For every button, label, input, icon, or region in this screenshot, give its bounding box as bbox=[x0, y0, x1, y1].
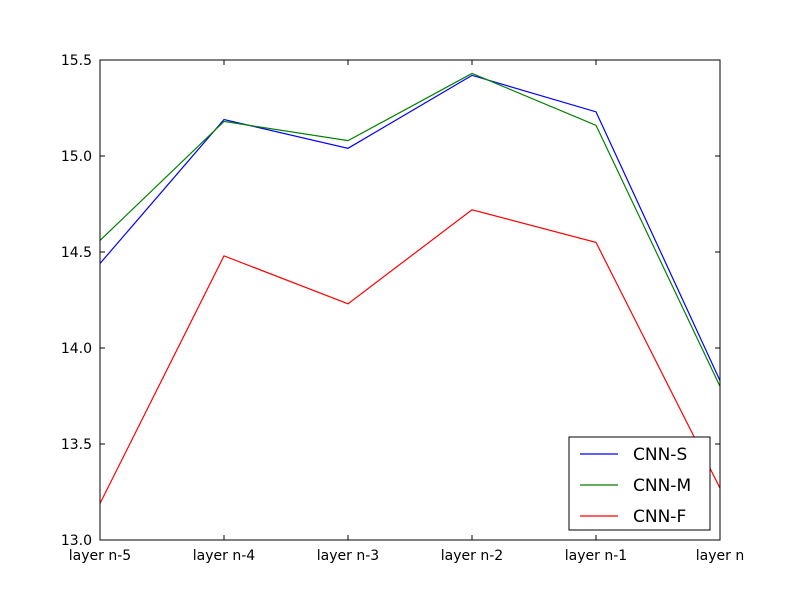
y-tick-label: 14.0 bbox=[61, 341, 92, 357]
series-lines bbox=[99, 72, 721, 504]
y-tick-label: 13.5 bbox=[61, 437, 92, 453]
legend-label: CNN-F bbox=[633, 507, 686, 527]
x-tick-label: layer n-2 bbox=[441, 548, 503, 564]
y-tick-label: 15.0 bbox=[61, 149, 92, 165]
legend-label: CNN-M bbox=[633, 476, 691, 496]
y-tick-label: 15.5 bbox=[61, 53, 92, 69]
x-tick-label: layer n-5 bbox=[69, 548, 131, 564]
x-tick-label: layer n bbox=[696, 548, 744, 564]
x-tick-label: layer n-1 bbox=[565, 548, 627, 564]
legend-box bbox=[568, 436, 711, 531]
series-line-cnn-m bbox=[99, 72, 721, 387]
series-line-cnn-f bbox=[99, 209, 721, 504]
series-line-cnn-s bbox=[99, 74, 721, 381]
y-tick-label: 14.5 bbox=[61, 245, 92, 261]
axis-ticks: layer n-5 layer n-4 layer n-3 layer n-2 laye… bbox=[61, 53, 744, 564]
legend: CNN-S CNN-M CNN-F bbox=[568, 436, 711, 531]
x-tick-label: layer n-4 bbox=[193, 548, 255, 564]
plot-frame bbox=[99, 59, 721, 541]
y-tick-label: 13.0 bbox=[61, 533, 92, 549]
legend-label: CNN-S bbox=[633, 445, 687, 465]
x-tick-label: layer n-3 bbox=[317, 548, 379, 564]
